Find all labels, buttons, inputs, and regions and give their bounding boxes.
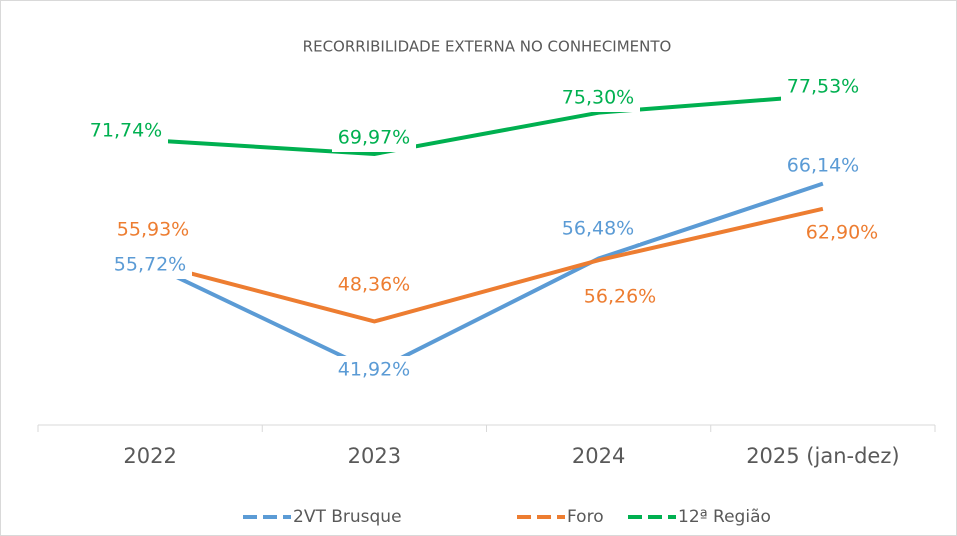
x-tick-label: 2024 <box>572 444 625 468</box>
label-bg <box>781 73 865 101</box>
x-tick-label: 2023 <box>348 444 401 468</box>
label-bg <box>332 356 416 384</box>
label-bg <box>556 215 640 243</box>
label-bg <box>108 251 192 279</box>
data-label: 69,97% <box>338 127 410 149</box>
label-bg <box>111 216 195 244</box>
series-line <box>149 206 824 324</box>
data-label: 41,92% <box>338 359 410 381</box>
data-label: 75,30% <box>562 87 634 109</box>
x-tick-label: 2022 <box>123 444 176 468</box>
legend-label: Foro <box>567 507 604 527</box>
x-tick-label: 2025 (jan-dez) <box>746 444 899 468</box>
label-bg <box>332 271 416 299</box>
label-bg <box>781 152 865 180</box>
chart-title: RECORRIBILIDADE EXTERNA NO CONHECIMENTO <box>303 38 672 56</box>
legend-label: 2VT Brusque <box>293 507 402 527</box>
label-bg <box>84 117 168 145</box>
legend-label: 12ª Região <box>678 507 771 527</box>
data-label: 62,90% <box>806 222 878 244</box>
label-bg <box>578 283 662 311</box>
data-label: 56,48% <box>562 218 634 240</box>
data-label: 71,74% <box>90 120 162 142</box>
label-bg <box>556 84 640 112</box>
series-line <box>150 93 824 156</box>
data-label: 77,53% <box>787 76 859 98</box>
data-label: 55,93% <box>117 219 189 241</box>
data-label: 66,14% <box>787 155 859 177</box>
series-line <box>149 181 824 374</box>
label-bg <box>332 124 416 152</box>
label-bg <box>800 219 884 247</box>
data-label: 56,26% <box>584 286 656 308</box>
data-label: 48,36% <box>338 274 410 296</box>
data-label: 55,72% <box>114 254 186 276</box>
